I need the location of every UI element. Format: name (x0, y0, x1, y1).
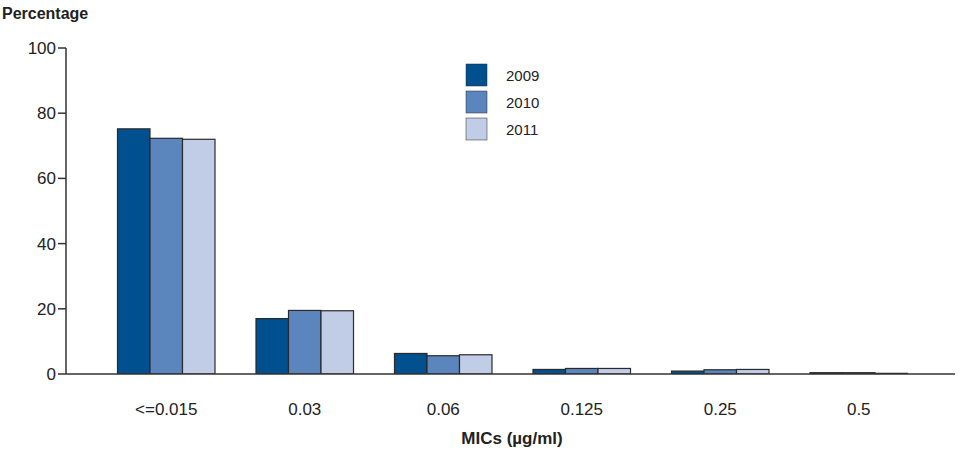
y-tick-label: 40 (37, 235, 56, 254)
bar (427, 356, 460, 374)
chart: 0 20 40 60 80 100 <=0.015 0.03 0.06 0.125 0.25 0.5 P… (0, 0, 960, 454)
y-tick (58, 308, 66, 310)
legend-swatch (466, 64, 487, 86)
x-tick-label: 0.125 (560, 400, 603, 419)
x-axis (66, 373, 955, 375)
bar (118, 129, 151, 374)
x-axis-label: MICs (µg/ml) (461, 429, 562, 448)
y-tick-label: 0 (47, 365, 56, 384)
y-tick-label: 100 (28, 39, 56, 58)
x-tick-label: 0.03 (288, 400, 321, 419)
y-axis-label: Percentage (2, 5, 88, 22)
bar (460, 355, 493, 374)
bar (395, 353, 428, 374)
bar (598, 368, 631, 374)
bar (150, 138, 183, 374)
y-tick-label: 60 (37, 169, 56, 188)
y-tick-label: 20 (37, 300, 56, 319)
y-axis (65, 48, 67, 374)
y-tick (58, 112, 66, 114)
x-tick-label: <=0.015 (135, 400, 197, 419)
bar (289, 310, 322, 374)
y-tick (58, 373, 66, 375)
y-tick (58, 47, 66, 49)
x-tick-label: 0.25 (704, 400, 737, 419)
legend-label: 2011 (506, 121, 538, 138)
bar (566, 368, 599, 374)
legend-label: 2009 (506, 67, 539, 84)
legend-label: 2010 (506, 94, 539, 111)
x-tick-label: 0.5 (847, 400, 871, 419)
bar (256, 319, 289, 374)
legend-swatch (466, 91, 487, 113)
y-tick (58, 178, 66, 180)
y-tick-label: 80 (37, 104, 56, 123)
bars (118, 129, 908, 374)
legend: 2009 2010 2011 (466, 64, 539, 140)
bar (321, 311, 354, 374)
y-tick (58, 243, 66, 245)
legend-swatch (466, 118, 487, 140)
bar (183, 139, 216, 374)
x-tick-label: 0.06 (427, 400, 460, 419)
